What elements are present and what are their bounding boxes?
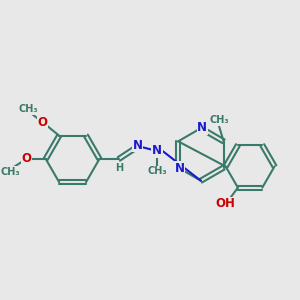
Text: OH: OH (215, 197, 235, 211)
Text: O: O (21, 152, 32, 165)
Text: N: N (152, 144, 162, 157)
Text: H: H (116, 164, 124, 173)
Text: N: N (175, 162, 184, 175)
Text: O: O (38, 116, 48, 129)
Text: N: N (197, 121, 207, 134)
Text: CH₃: CH₃ (19, 104, 39, 114)
Text: CH₃: CH₃ (147, 167, 167, 176)
Text: CH₃: CH₃ (0, 167, 20, 177)
Text: CH₃: CH₃ (209, 115, 229, 125)
Text: N: N (133, 139, 142, 152)
